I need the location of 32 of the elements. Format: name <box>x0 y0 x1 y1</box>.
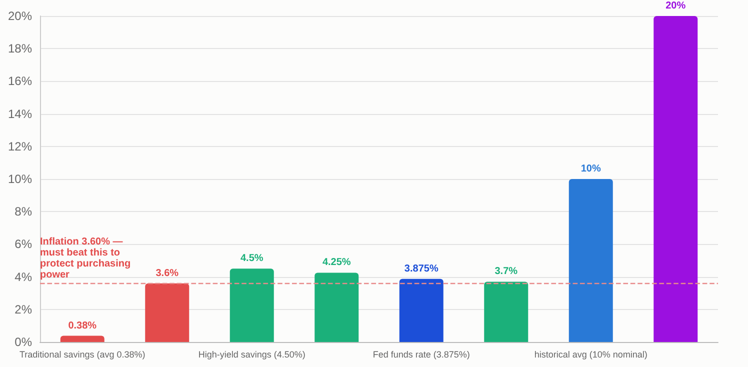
data-label: 3.6% <box>156 268 179 279</box>
y-tick-label: 10% <box>8 172 32 186</box>
bar <box>484 282 528 342</box>
y-tick-label: 18% <box>8 42 32 56</box>
data-label: 3.7% <box>494 266 518 278</box>
y-tick-label: 12% <box>8 139 32 154</box>
x-tick-label: historical avg (10% nominal) <box>534 350 648 360</box>
data-label: 10% <box>580 164 601 174</box>
y-tick-label: 8% <box>14 204 32 219</box>
data-label: 3.875% <box>404 263 438 274</box>
ref-line-label: Inflation 3.60% — must beat this to protect purchasing power <box>40 236 134 280</box>
data-label: 4.25% <box>322 257 351 268</box>
bar <box>230 268 274 342</box>
x-tick-label: Fed funds rate (3.875%) <box>372 350 470 360</box>
bar <box>399 278 444 342</box>
data-label: 20% <box>666 0 686 12</box>
data-label: 4.5% <box>240 253 264 264</box>
y-tick-label: 20% <box>8 9 32 23</box>
y-tick-label: 14% <box>8 106 32 121</box>
x-tick-label: Traditional savings (avg 0.38%) <box>20 350 146 360</box>
y-tick-label: 6% <box>14 237 32 252</box>
y-tick-label: 4% <box>14 270 32 284</box>
y-tick-label: 16% <box>8 74 32 88</box>
bar <box>654 16 698 342</box>
bar <box>568 179 613 342</box>
y-tick-label: 2% <box>14 302 32 316</box>
bar <box>60 336 104 342</box>
bar <box>314 272 359 342</box>
y-tick-label: 0% <box>14 335 32 349</box>
bar <box>145 283 190 342</box>
data-label: 0.38% <box>68 320 97 332</box>
x-tick-label: High-yield savings (4.50%) <box>198 350 306 360</box>
